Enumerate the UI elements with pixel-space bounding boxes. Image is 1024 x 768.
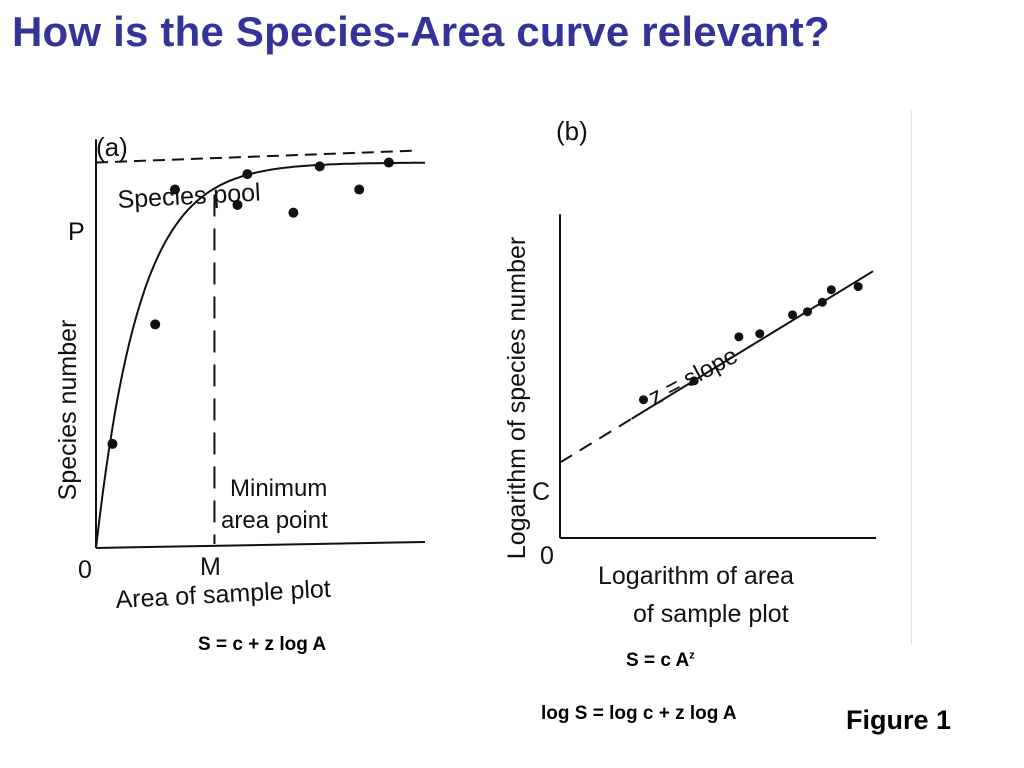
data-point [689, 376, 699, 386]
formula-log: log S = log c + z log A [541, 703, 737, 724]
x-axis-label-line1: Logarithm of area [598, 562, 794, 590]
plot-area-log [559, 214, 877, 539]
data-point [150, 319, 161, 330]
data-point [817, 297, 827, 307]
data-point [383, 157, 394, 168]
panel-label-b: (b) [556, 116, 588, 146]
extrapolation-line [559, 417, 633, 464]
y-axis-label-log: Logarithm of species number [503, 237, 531, 559]
data-point [242, 169, 253, 180]
panel-label-a: (a) [96, 132, 128, 162]
page-title: How is the Species-Area curve relevant? [12, 8, 830, 55]
data-point [354, 184, 365, 195]
x-origin-label: 0 [78, 556, 92, 584]
formula-linear: S = c + z log A [198, 634, 327, 655]
data-point [755, 329, 765, 339]
data-point [638, 395, 648, 405]
line-label: z = slope [644, 342, 742, 411]
data-point [853, 282, 863, 292]
x-axis-label-line2: of sample plot [633, 600, 789, 628]
x-axis-label: Area of sample plot [115, 575, 332, 614]
species-pool-line [95, 149, 419, 164]
formula-power-exponent: z [689, 649, 695, 662]
data-point [788, 310, 798, 320]
data-point [107, 438, 118, 449]
data-point [288, 207, 299, 218]
x-axis [95, 541, 426, 549]
data-point [734, 332, 744, 342]
x-marker-label: M [200, 553, 221, 581]
data-point [169, 184, 180, 195]
y-axis-label: Species number [54, 320, 82, 501]
figure-label: Figure 1 [846, 705, 952, 735]
formula-power: S = c Az [626, 650, 695, 672]
regression-line [631, 270, 874, 420]
data-point [232, 199, 243, 210]
panel-border [911, 110, 912, 645]
annotation-label-line1: Minimum [230, 475, 327, 502]
y-marker-label: P [68, 218, 85, 246]
plot-area [95, 139, 426, 549]
formula-power-base: S = c A [626, 650, 690, 671]
species-area-curve [95, 161, 425, 549]
annotation-label-line2: area point [221, 507, 328, 534]
data-point [826, 285, 836, 295]
data-point [802, 307, 812, 317]
x-origin-label-log: 0 [540, 542, 554, 570]
intercept-label: C [532, 478, 550, 506]
species-area-chart: (a) Species pool P Species number Minimu… [54, 132, 426, 614]
log-species-area-chart: (b) Logarithm of species number z = slop… [503, 116, 877, 628]
data-point [314, 161, 325, 172]
